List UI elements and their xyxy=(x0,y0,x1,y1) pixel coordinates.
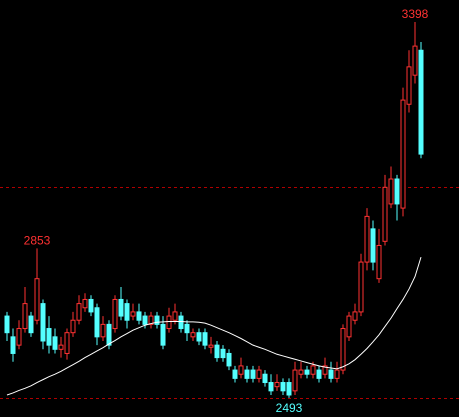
candle-body xyxy=(418,49,424,155)
candle-body xyxy=(154,315,160,325)
candle-body xyxy=(226,352,232,367)
candle-body xyxy=(28,315,34,334)
candle-body xyxy=(316,369,322,379)
candle-body xyxy=(310,365,316,375)
candle-body xyxy=(328,369,334,379)
candle-body xyxy=(352,311,358,321)
candle-body xyxy=(346,315,352,338)
candle-body xyxy=(202,332,208,346)
candle-body xyxy=(364,215,370,263)
moving-average-line xyxy=(6,256,422,396)
candle-body xyxy=(286,382,292,396)
candle-body xyxy=(280,382,286,392)
candle-body xyxy=(76,303,82,321)
candle-body xyxy=(268,382,274,392)
candle-body xyxy=(232,369,238,379)
candle-body xyxy=(382,186,388,242)
candle-body xyxy=(184,323,190,334)
candle-body xyxy=(412,45,418,76)
candle-body xyxy=(88,298,94,313)
low-label: 2493 xyxy=(276,401,303,415)
candle-body xyxy=(208,344,214,348)
candle-body xyxy=(376,244,382,280)
high-label: 3398 xyxy=(402,7,429,21)
candle-body xyxy=(166,315,172,330)
candle-body xyxy=(64,332,70,354)
candle-body xyxy=(100,323,106,338)
candle-body xyxy=(400,99,406,209)
candle-body xyxy=(190,332,196,338)
candle-body xyxy=(130,311,136,317)
candle-body xyxy=(244,369,250,379)
candle-body xyxy=(334,369,340,379)
candle-body xyxy=(22,303,28,330)
candle-body xyxy=(322,365,328,375)
candle-body xyxy=(358,261,364,313)
candle-body xyxy=(58,344,64,350)
candle-body xyxy=(220,348,226,359)
candle-body xyxy=(256,369,262,379)
candle-body xyxy=(388,178,394,205)
candle-body xyxy=(370,228,376,263)
candle-body xyxy=(298,369,304,375)
candle-body xyxy=(82,298,88,309)
candle-body xyxy=(10,336,16,354)
candle-body xyxy=(178,315,184,330)
candle-body xyxy=(238,365,244,375)
candle-body xyxy=(4,315,10,334)
candle-body xyxy=(112,298,118,330)
candle-body xyxy=(136,311,142,321)
candle-body xyxy=(142,315,148,325)
candle-body xyxy=(34,278,40,321)
candle-body xyxy=(406,66,412,105)
candle-body xyxy=(70,319,76,334)
candle-body xyxy=(118,298,124,317)
candle-body xyxy=(94,307,100,338)
candle-body xyxy=(16,328,22,346)
candle-body xyxy=(52,336,58,350)
candle-body xyxy=(40,303,46,342)
candle-body xyxy=(274,382,280,388)
candle-body xyxy=(214,344,220,359)
candle-body xyxy=(304,369,310,375)
candle-body xyxy=(106,323,112,346)
candle-body xyxy=(292,369,298,392)
candle-body xyxy=(250,369,256,379)
candle-body xyxy=(160,323,166,346)
candle-body xyxy=(340,328,346,371)
candle-body xyxy=(262,373,268,384)
high-label: 2853 xyxy=(24,233,51,247)
candle-body xyxy=(394,178,400,205)
candle-body xyxy=(196,332,202,342)
candle-body xyxy=(148,315,154,325)
candle-body xyxy=(124,303,130,321)
candle-body xyxy=(46,328,52,346)
candle-body xyxy=(172,311,178,321)
